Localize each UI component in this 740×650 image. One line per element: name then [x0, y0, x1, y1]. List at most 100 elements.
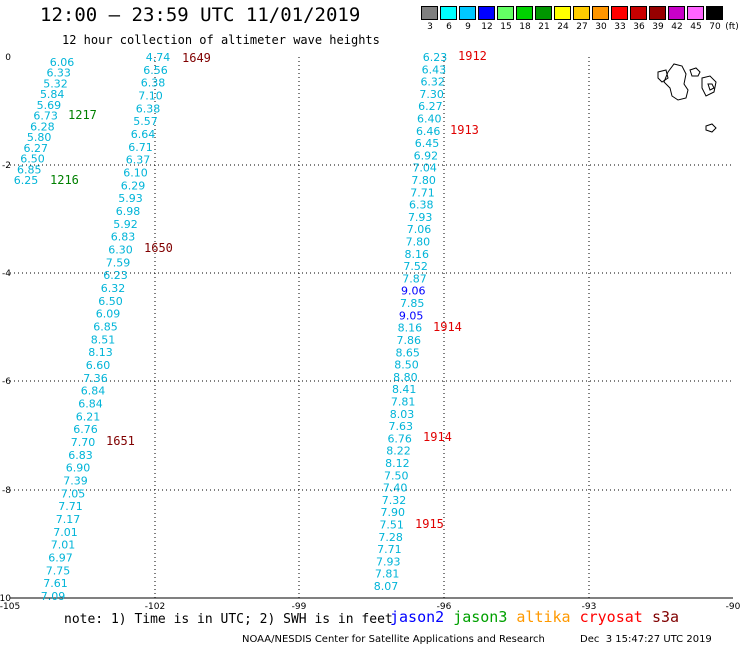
- swh-value-label: 6.64: [131, 128, 156, 141]
- swh-value-label: 5.93: [118, 192, 143, 205]
- scale-label: 15: [500, 22, 512, 32]
- swh-value-label: 8.51: [91, 333, 116, 346]
- scale-label: 70: [709, 22, 721, 32]
- swh-value-label: 7.50: [384, 469, 409, 482]
- swh-value-label: 6.84: [78, 398, 103, 411]
- swh-value-label: 6.98: [116, 205, 141, 218]
- scale-label: 33: [614, 22, 626, 32]
- satellite-legend-item: altika: [516, 608, 571, 626]
- swh-value-label: 6.46: [416, 125, 441, 138]
- scale-swatch: [497, 6, 514, 20]
- swh-value-label: 6.37: [126, 154, 151, 167]
- swh-value-label: 8.03: [390, 408, 415, 421]
- y-tick-label: -2: [2, 161, 11, 171]
- swh-value-label: 7.10: [138, 90, 163, 103]
- swh-value-label: 7.28: [378, 531, 403, 544]
- swh-value-label: 7.61: [43, 577, 68, 590]
- coastline-island-5: [707, 83, 715, 91]
- scale-swatch: [440, 6, 457, 20]
- map-subtitle: 12 hour collection of altimeter wave hei…: [62, 33, 380, 47]
- swh-value-label: 7.40: [383, 482, 408, 495]
- swh-value-label: 7.17: [56, 513, 81, 526]
- scale-swatch: [668, 6, 685, 20]
- swh-value-label: 5.57: [133, 115, 158, 128]
- swh-value-label: 6.38: [409, 199, 434, 212]
- coastline-island-1: [663, 63, 689, 101]
- lat-lon-grid: [10, 57, 733, 599]
- coastline-island-3: [657, 69, 669, 83]
- swh-value-label: 6.25: [14, 174, 39, 187]
- swh-value-label: 8.07: [374, 580, 399, 593]
- scale-label: 45: [690, 22, 702, 32]
- swh-value-label: 7.36: [83, 372, 108, 385]
- swh-value-label: 7.90: [381, 506, 406, 519]
- swh-value-label: 6.09: [96, 308, 121, 321]
- swh-value-label: 7.51: [379, 519, 404, 532]
- time-label: 1912: [458, 49, 487, 63]
- swh-value-label: 7.39: [63, 475, 88, 488]
- galapagos-coastline: [657, 63, 717, 133]
- swh-value-label: 6.85: [17, 163, 42, 176]
- swh-value-label: 5.84: [40, 88, 65, 101]
- y-tick-label: -8: [2, 486, 11, 496]
- swh-value-label: 7.80: [406, 236, 431, 249]
- scale-swatch: [573, 6, 590, 20]
- time-label: 1216: [50, 173, 79, 187]
- scale-swatch: [649, 6, 666, 20]
- satellite-legend-item: cryosat: [579, 608, 643, 626]
- swh-value-label: 7.63: [389, 420, 414, 433]
- swh-value-label: 7.70: [71, 436, 96, 449]
- scale-unit: (ft): [725, 22, 739, 32]
- coastline-island-2: [689, 67, 701, 77]
- swh-value-label: 6.28: [30, 120, 55, 133]
- scale-label: 36: [633, 22, 645, 32]
- scale-swatch: [554, 6, 571, 20]
- swh-value-label: 7.87: [402, 272, 427, 285]
- swh-value-label: 6.84: [81, 385, 106, 398]
- scale-label: 12: [481, 22, 493, 32]
- footer-note: note: 1) Time is in UTC; 2) SWH is in fe…: [64, 612, 393, 627]
- swh-value-label: 6.43: [422, 63, 447, 76]
- scale-label: 21: [538, 22, 550, 32]
- swh-value-label: 6.45: [415, 137, 440, 150]
- scale-swatch: [478, 6, 495, 20]
- swh-value-label: 8.65: [395, 346, 420, 359]
- swh-value-label: 7.04: [412, 162, 437, 175]
- swh-value-label: 6.92: [414, 149, 439, 162]
- x-tick-label: -99: [292, 602, 307, 612]
- x-tick-label: -90: [726, 602, 740, 612]
- swh-value-label: 7.30: [419, 88, 444, 101]
- time-label: 1650: [144, 241, 173, 255]
- swh-value-label: 6.29: [121, 179, 146, 192]
- swh-value-label: 7.86: [397, 334, 422, 347]
- swh-value-label: 6.83: [111, 231, 136, 244]
- swh-value-label: 6.32: [101, 282, 126, 295]
- generation-timestamp: Dec 3 15:47:27 UTC 2019: [580, 634, 712, 645]
- swh-value-label: 6.38: [141, 77, 166, 90]
- swh-value-label: 7.75: [46, 564, 71, 577]
- swh-value-label: 7.93: [408, 211, 433, 224]
- credit-line: NOAA/NESDIS Center for Satellite Applica…: [242, 634, 545, 645]
- swh-value-label: 7.32: [382, 494, 407, 507]
- swh-value-label: 7.05: [61, 487, 86, 500]
- swh-value-label: 5.80: [27, 131, 52, 144]
- scale-swatch: [630, 6, 647, 20]
- swh-value-label: 6.76: [73, 423, 98, 436]
- swh-value-label: 6.97: [48, 552, 73, 565]
- swh-value-label: 7.71: [58, 500, 83, 513]
- swh-value-label: 6.27: [24, 142, 49, 155]
- swh-value-label: 6.38: [136, 102, 161, 115]
- scale-label: 18: [519, 22, 531, 32]
- scale-swatch: [459, 6, 476, 20]
- swh-value-label: 7.01: [51, 539, 76, 552]
- time-label: 1914: [423, 430, 452, 444]
- coastline-island-4: [701, 75, 717, 97]
- scale-label: 30: [595, 22, 607, 32]
- scale-swatch: [611, 6, 628, 20]
- swh-value-label: 7.52: [403, 260, 428, 273]
- y-tick-label: 0: [5, 53, 11, 63]
- swh-value-label: 7.81: [375, 568, 400, 581]
- scale-label: 3: [427, 22, 433, 32]
- axis-tick-labels: -105 -102 -99 -96 -93 -90 0 -2 -4 -6 -8 -10: [0, 53, 740, 612]
- scale-swatch: [706, 6, 723, 20]
